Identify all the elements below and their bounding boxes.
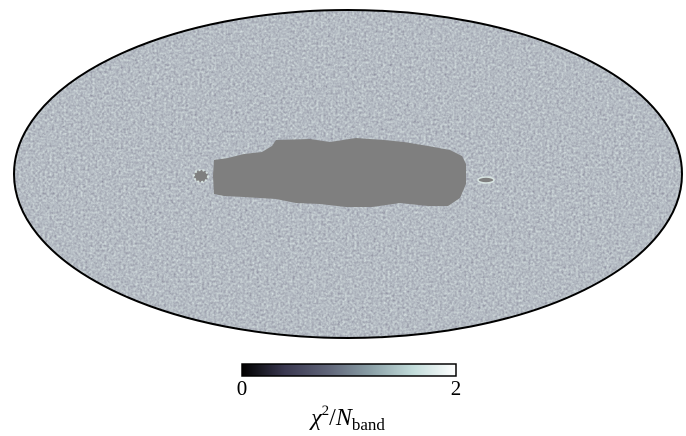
colorbar-min-label: 0: [236, 376, 248, 400]
colorbar-gradient: [241, 363, 457, 377]
colorbar-label-subscript: band: [351, 415, 385, 434]
mask-spot-left: [193, 169, 209, 183]
colorbar: [241, 363, 457, 377]
colorbar-label: χ2/Nband: [311, 403, 385, 434]
colorbar-label-symbol: χ: [311, 405, 322, 431]
colorbar-label-exponent: 2: [321, 403, 330, 419]
colorbar-label-slash: /: [329, 405, 336, 431]
galactic-plane-mask: [193, 138, 495, 207]
colorbar-max-label: 2: [450, 376, 462, 400]
colorbar-label-n: N: [335, 405, 352, 431]
map-outline: [13, 9, 683, 339]
mask-spot-right: [477, 176, 495, 184]
